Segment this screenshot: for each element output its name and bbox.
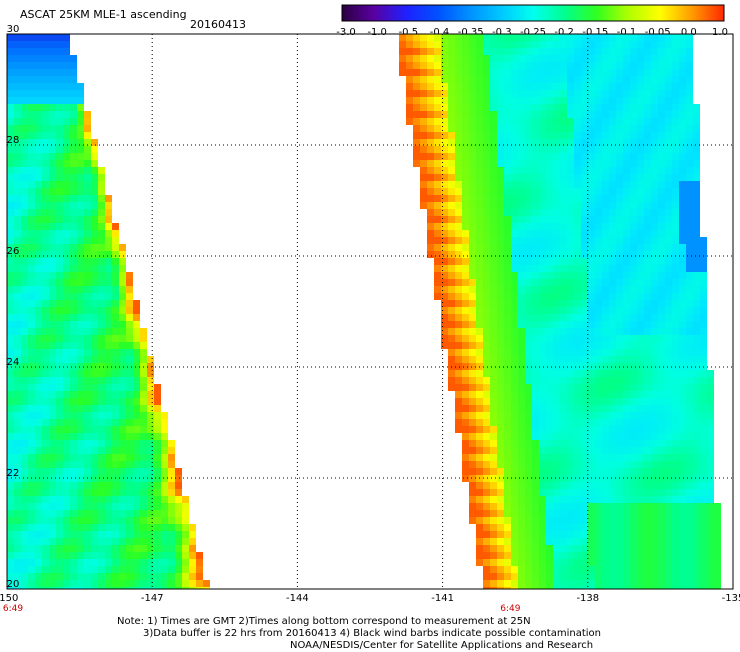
map-title: ASCAT 25KM MLE-1 ascending: [20, 8, 187, 21]
east-swath: [399, 34, 721, 589]
graticule: [7, 34, 733, 589]
colorbar-tick-label: -0.2: [554, 27, 574, 38]
west-swath: [7, 34, 210, 589]
lon-tick-label: -135: [722, 593, 740, 604]
lat-tick-label: 30: [7, 24, 20, 35]
pass-time-label: 6:49: [500, 604, 520, 614]
footnote-line-2: 3)Data buffer is 22 hrs from 20160413 4)…: [143, 628, 601, 639]
colorbar-tick-label: -0.3: [492, 27, 512, 38]
map-date: 20160413: [190, 18, 246, 31]
lat-tick-label: 26: [7, 246, 20, 257]
lon-tick-label: -150: [0, 593, 18, 604]
colorbar-tick-label: -3.0: [336, 27, 356, 38]
colorbar-tick-label: -0.4: [430, 27, 450, 38]
pass-time-label: 6:49: [3, 604, 23, 614]
lon-tick-label: -141: [431, 593, 454, 604]
map-panel: -150 -147 -144 -141 -138 -135 30 28 26 24 22 20 6:49…: [0, 24, 740, 614]
colorbar: -3.0 -1.0 -0.5 -0.4 -0.35 -0.3 -0.25 -0.2 -0.15-…: [336, 4, 728, 38]
colorbar-tick-label: 1.0: [712, 27, 728, 38]
lat-tick-label: 28: [7, 135, 20, 146]
footnote-credit: NOAA/NESDIS/Center for Satellite Applica…: [290, 640, 594, 651]
map-frame: [6, 33, 734, 590]
colorbar-tick-label: -0.5: [399, 27, 419, 38]
colorbar-tick-label: -0.25: [520, 27, 546, 38]
colorbar-tick-label: -0.15: [582, 27, 608, 38]
lat-tick-label: 20: [7, 579, 20, 590]
lat-tick-label: 22: [7, 468, 20, 479]
colorbar-tick-label: -1.0: [367, 27, 387, 38]
lon-tick-label: -147: [141, 593, 164, 604]
footnote-line-1: Note: 1) Times are GMT 2)Times along bot…: [117, 616, 531, 627]
colorbar-tick-label: -0.35: [458, 27, 484, 38]
colorbar-tick-label: -0.05: [645, 27, 671, 38]
lon-tick-label: -144: [286, 593, 309, 604]
lat-tick-label: 24: [7, 357, 20, 368]
lon-tick-label: -138: [576, 593, 599, 604]
colorbar-tick-label: 0.0: [681, 27, 697, 38]
colorbar-tick-label: -0.1: [617, 27, 637, 38]
colorbar-gradient: [341, 4, 725, 22]
